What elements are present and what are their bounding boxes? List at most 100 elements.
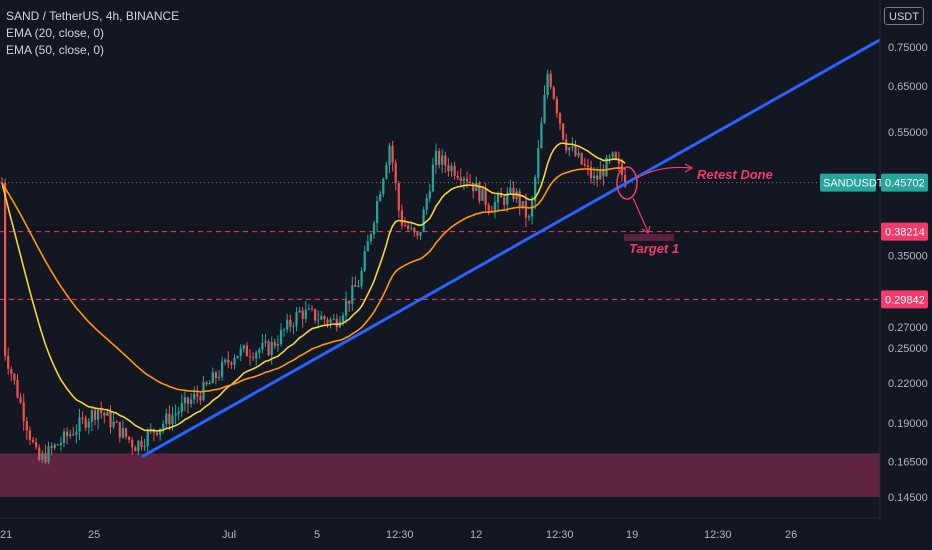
candle-body (410, 227, 413, 229)
retest-arrow-head (684, 163, 694, 173)
candle (354, 276, 357, 287)
candle (103, 411, 106, 424)
candle (345, 291, 348, 324)
candle-body (196, 393, 199, 397)
candle (376, 195, 379, 233)
candle (515, 188, 518, 203)
candle-body (500, 194, 503, 198)
target-arrow-head (641, 225, 651, 234)
candle-body (171, 415, 174, 425)
candle-body (168, 413, 171, 425)
candle (50, 442, 53, 456)
candle-body (190, 399, 193, 404)
candle-body (428, 191, 431, 199)
candle (527, 214, 531, 221)
candle (382, 177, 385, 198)
candle-body (146, 431, 149, 446)
candle-body (205, 382, 208, 385)
y-axis-panel (880, 0, 932, 550)
candle (124, 427, 128, 440)
x-tick-label: 21 (0, 529, 12, 541)
level1-tag (881, 222, 928, 241)
candle-body (416, 232, 419, 236)
y-tick-label: 0.65000 (888, 81, 928, 93)
candle-body (78, 417, 81, 432)
candle-body (90, 410, 93, 422)
candle (534, 174, 537, 210)
candle (450, 162, 453, 178)
candle (186, 396, 190, 414)
candle (239, 344, 242, 362)
candle-body (425, 198, 428, 210)
candle-body (509, 187, 512, 193)
candle-body (593, 175, 596, 179)
candle (524, 193, 527, 228)
x-tick-label: 5 (314, 529, 320, 541)
candle (93, 406, 97, 426)
candle-body (307, 308, 310, 310)
candle (388, 142, 391, 174)
candle (323, 314, 326, 325)
candle-body (447, 165, 450, 172)
candle-body (518, 191, 521, 207)
candle (521, 201, 524, 210)
candle-body (403, 225, 407, 227)
candle (506, 187, 509, 213)
candle-body (81, 417, 84, 419)
candle (310, 305, 314, 312)
candle-body (577, 153, 580, 156)
candle-body (524, 201, 527, 218)
candle-body (456, 175, 459, 178)
candle (549, 70, 552, 90)
candle (248, 349, 252, 366)
candle (531, 196, 534, 225)
candle (162, 420, 165, 434)
candle-body (534, 177, 537, 202)
candle-body (16, 380, 19, 398)
candle-body (292, 326, 295, 328)
candle (276, 335, 279, 352)
candle-body (214, 372, 217, 378)
candle-body (431, 164, 434, 192)
candle-body (155, 432, 159, 435)
candle (28, 426, 31, 445)
currency-button[interactable]: USDT (884, 7, 924, 25)
candle-body (28, 430, 31, 440)
candle (230, 361, 233, 370)
candle-body (329, 319, 332, 323)
candle (509, 179, 512, 195)
candle-body (360, 270, 363, 286)
candle (72, 427, 75, 437)
candle-body (66, 431, 69, 437)
candle-body (59, 442, 62, 446)
candle-body (279, 329, 283, 345)
candle-body (472, 182, 475, 192)
candle (453, 161, 456, 180)
candle-body (484, 188, 487, 205)
candle-body (295, 312, 298, 327)
candle-body (407, 225, 410, 229)
candle (44, 444, 47, 465)
candle-body (186, 397, 190, 404)
candle (112, 413, 115, 430)
candle-body (351, 285, 354, 304)
candle-body (261, 342, 264, 350)
candle-body (478, 182, 481, 201)
candle (444, 151, 447, 173)
level2-text: 0.29842 (885, 294, 925, 306)
candle (22, 393, 25, 431)
target-highlight (624, 234, 674, 241)
x-tick-label: 12:30 (704, 529, 732, 541)
candle-body (87, 421, 90, 428)
candle-body (341, 315, 345, 322)
candle (304, 300, 307, 324)
candle-body (438, 151, 441, 165)
candle (462, 176, 465, 191)
candle (84, 415, 87, 432)
candle-body (62, 431, 66, 443)
candle (56, 443, 59, 446)
candle-body (345, 300, 348, 316)
y-tick-label: 0.14500 (888, 492, 928, 504)
candle-body (134, 447, 137, 452)
